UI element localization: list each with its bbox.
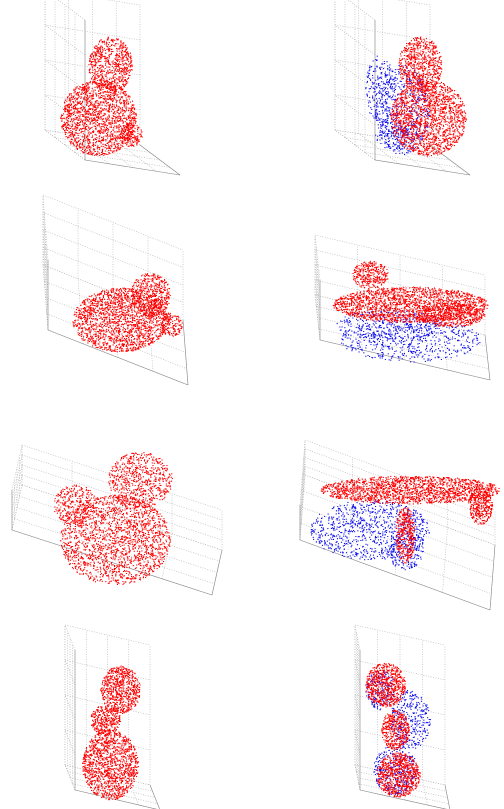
grid-line: [355, 660, 360, 685]
grid-line: [129, 780, 139, 805]
point-cloud-aligned: [365, 663, 421, 796]
point-cloud-aligned: [390, 37, 467, 156]
box-edge: [85, 160, 180, 175]
grid-line: [355, 625, 360, 650]
grid-line: [65, 625, 75, 650]
grid-line: [15, 519, 215, 584]
point-cloud-source: [54, 453, 173, 585]
grid-line: [43, 213, 48, 278]
grid-line: [300, 466, 305, 531]
grid-line: [345, 138, 440, 153]
grid-line: [20, 496, 220, 561]
point-cloud-source: [82, 666, 141, 800]
figure: [0, 0, 504, 809]
grid-line: [65, 660, 75, 685]
grid-line: [12, 455, 22, 500]
grid-line: [301, 524, 491, 594]
box-edge: [212, 550, 222, 595]
point-cloud-source: [60, 37, 143, 155]
point-cloud-aligned: [333, 261, 489, 326]
grid-line: [423, 780, 428, 805]
box-edge: [485, 335, 490, 380]
grid-line: [43, 195, 48, 260]
box-edge: [300, 540, 490, 610]
box-edge: [375, 160, 470, 175]
point-cloud-target: [337, 310, 481, 362]
point-cloud-aligned: [321, 476, 500, 563]
box-edge: [140, 145, 180, 175]
grid-line: [300, 440, 305, 505]
box-edge: [150, 785, 160, 809]
grid-line: [443, 528, 448, 593]
box-edge: [183, 320, 188, 385]
point-cloud-source: [72, 274, 183, 352]
box-edge: [490, 545, 495, 610]
grid-line: [12, 445, 22, 490]
